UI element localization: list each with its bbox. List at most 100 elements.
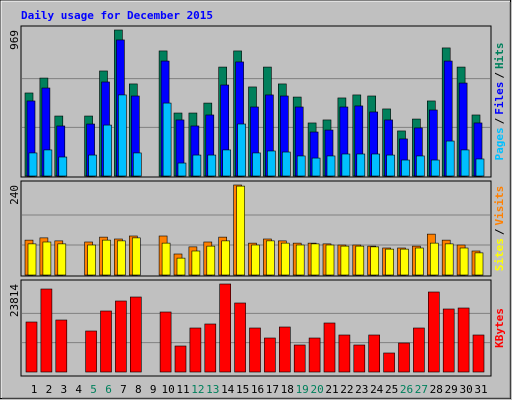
bar: [401, 159, 410, 177]
legend: Sites / Visits: [493, 186, 506, 272]
bar: [55, 319, 68, 373]
bar: [356, 153, 366, 177]
legend: Pages / Files / Hits: [493, 43, 506, 161]
bar: [296, 155, 306, 177]
y-tick-label: 240: [8, 185, 21, 205]
bar: [87, 244, 96, 276]
x-tick-label: 1: [31, 383, 38, 396]
bar: [132, 237, 141, 276]
x-tick-label: 6: [105, 383, 112, 396]
bar: [326, 155, 336, 177]
x-tick-label: 29: [445, 383, 458, 396]
x-tick-label: 4: [75, 383, 82, 396]
x-tick-label: 22: [340, 383, 353, 396]
x-tick-label: 7: [120, 383, 127, 396]
bar: [472, 334, 485, 373]
bar: [295, 244, 305, 276]
bar: [118, 94, 127, 177]
x-tick-label: 2: [46, 383, 53, 396]
bar: [385, 248, 394, 276]
bar: [191, 250, 201, 276]
legend-entry: Pages: [493, 127, 506, 160]
bar: [474, 252, 484, 276]
bar: [237, 123, 246, 177]
y-tick-label: 969: [8, 30, 21, 50]
legend-separator: /: [493, 117, 506, 124]
bar: [133, 152, 142, 177]
bar: [100, 310, 112, 373]
bar: [400, 248, 409, 276]
bar: [278, 326, 291, 373]
x-tick-label: 31: [474, 383, 487, 396]
bar: [219, 283, 231, 373]
x-tick-label: 27: [415, 383, 428, 396]
bar: [398, 342, 410, 373]
x-tick-label: 20: [310, 383, 323, 396]
x-tick-label: 3: [60, 383, 67, 396]
legend-entry: Sites: [493, 238, 506, 271]
bar: [457, 307, 470, 373]
bar: [25, 321, 38, 373]
x-tick-label: 15: [236, 383, 249, 396]
bar: [174, 345, 187, 373]
bar: [459, 247, 469, 276]
x-tick-label: 21: [325, 383, 338, 396]
bar: [353, 344, 366, 373]
bar: [221, 240, 230, 276]
bar: [102, 239, 111, 276]
x-tick-label: 28: [430, 383, 443, 396]
bar: [460, 149, 470, 177]
bar: [444, 243, 454, 276]
bar: [27, 243, 37, 276]
bar: [161, 242, 171, 276]
bar: [192, 154, 202, 177]
bar: [266, 240, 275, 276]
bar: [429, 242, 439, 276]
x-tick-label: 16: [251, 383, 264, 396]
bar: [442, 308, 455, 373]
bar: [416, 155, 425, 177]
bar: [85, 330, 97, 373]
bar: [427, 291, 440, 373]
bar: [176, 257, 186, 276]
bar: [340, 245, 350, 276]
x-tick-label: 24: [370, 383, 384, 396]
bar: [430, 159, 440, 177]
x-tick-label: 25: [385, 383, 398, 396]
bar: [206, 245, 216, 276]
bar: [323, 322, 336, 373]
bar: [368, 334, 381, 373]
bar: [371, 153, 381, 177]
bar: [236, 185, 245, 276]
bar: [341, 153, 351, 177]
bar: [383, 352, 395, 373]
bar: [204, 323, 217, 373]
x-tick-label: 8: [135, 383, 142, 396]
bar: [355, 245, 365, 276]
x-tick-label: 11: [176, 383, 189, 396]
bar: [445, 140, 455, 177]
bar: [28, 152, 38, 177]
bar: [325, 244, 335, 276]
x-tick-label: 12: [191, 383, 204, 396]
x-tick-label: 13: [206, 383, 219, 396]
x-tick-label: 10: [161, 383, 174, 396]
x-tick-label: 30: [459, 383, 472, 396]
legend-entry: Files: [493, 82, 506, 115]
legend-entry: Hits: [493, 43, 506, 70]
bar: [415, 247, 424, 276]
bar: [308, 337, 321, 373]
bar: [58, 156, 68, 177]
bar: [162, 102, 172, 177]
bar: [267, 150, 276, 177]
x-tick-label: 26: [400, 383, 413, 396]
x-tick-label: 18: [281, 383, 294, 396]
bar: [177, 162, 187, 177]
bar: [43, 149, 53, 177]
x-tick-label: 9: [150, 383, 157, 396]
bar: [159, 311, 172, 373]
bar: [130, 296, 142, 373]
